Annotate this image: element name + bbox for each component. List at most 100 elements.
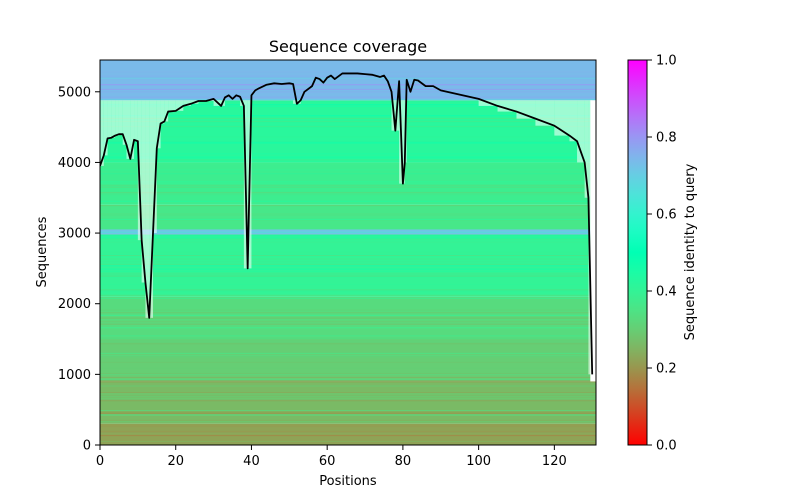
identity-stripe [100,361,596,363]
identity-stripe [100,190,596,192]
identity-stripe [100,338,596,340]
coverage-gap [554,100,570,136]
identity-stripe [100,289,596,291]
identity-stripe [100,441,596,443]
coverage-gap [153,100,157,234]
coverage-gap [107,100,112,139]
identity-stripe [100,186,596,188]
colorbar-tick-label: 0.2 [656,362,677,377]
identity-stripe [100,294,596,296]
identity-stripe [100,426,596,428]
identity-stripe [100,379,596,381]
y-tick-label: 5000 [58,85,91,100]
identity-stripe [100,258,596,260]
x-tick-label: 80 [395,454,412,469]
identity-stripe [100,254,596,257]
identity-stripe [100,142,596,144]
identity-stripe [100,78,596,80]
identity-stripe [100,435,596,437]
x-tick-label: 100 [466,454,491,469]
identity-stripe [100,181,596,183]
plot-area [100,60,596,445]
identity-band [100,60,596,101]
coverage-gap [569,100,578,142]
y-tick-label: 2000 [58,297,91,312]
identity-stripe [100,218,596,220]
identity-stripe [100,157,596,159]
identity-stripe [100,414,596,416]
coverage-gap [118,100,123,135]
identity-stripe [100,205,596,207]
identity-stripe [100,84,596,86]
identity-stripe [100,275,596,277]
identity-stripe [100,125,596,128]
identity-stripe [100,191,596,193]
identity-stripe [100,367,596,369]
x-axis: 0 20 40 60 80 100 120 [96,445,567,469]
identity-stripe [100,433,596,435]
identity-stripe [100,213,596,215]
identity-stripe [100,441,596,443]
identity-stripe [100,392,596,394]
identity-band [100,339,596,382]
identity-stripe [100,343,596,345]
colorbar-tick-label: 0.0 [656,439,677,454]
coverage-gap [103,100,108,156]
identity-stripe [100,263,596,265]
identity-stripe [100,229,596,231]
y-tick-label: 0 [83,439,91,454]
identity-band [100,381,596,424]
colorbar-tick-label: 0.6 [656,208,677,223]
identity-stripe [100,238,596,240]
identity-stripe [100,376,596,378]
identity-stripe [100,99,596,101]
coverage-gap [126,100,131,159]
identity-stripe [100,156,596,158]
identity-stripe [100,76,596,78]
colorbar-tick-label: 0.4 [656,285,677,300]
coverage-gap [175,100,184,111]
identity-stripe [100,251,596,253]
identity-stripe [100,316,596,318]
chart-title: Sequence coverage [269,37,427,56]
coverage-gap [115,100,119,136]
coverage-gap [577,100,585,163]
identity-stripe [100,419,596,421]
colorbar-tick-label: 0.8 [656,131,677,146]
x-tick-label: 120 [542,454,567,469]
identity-band [100,204,596,230]
identity-stripe [100,424,596,426]
identity-stripe [100,268,596,270]
coverage-gap [584,100,589,198]
coverage-gap [497,100,517,112]
coverage-gap [164,100,169,122]
colorbar-tick-label: 1.0 [656,54,677,69]
identity-stripe [100,269,596,271]
identity-stripe [100,115,596,117]
coverage-gap [141,100,146,283]
identity-stripe [100,412,596,414]
identity-stripe [100,163,596,165]
coverage-gap [100,100,104,166]
identity-stripe [100,265,596,267]
coverage-gap [145,100,150,318]
identity-stripe [100,352,596,354]
identity-stripe [100,385,596,387]
identity-stripe [100,337,596,339]
identity-stripe [100,219,596,221]
coverage-gap [156,100,161,149]
identity-stripe [100,237,596,239]
identity-stripe [100,411,596,413]
identity-stripe [100,413,596,415]
identity-stripe [100,421,596,423]
identity-stripe [100,241,596,243]
identity-stripe [100,297,596,299]
y-axis-label: Sequences [35,216,50,287]
identity-stripe [100,355,596,357]
identity-stripe [100,340,596,342]
identity-stripe [100,341,596,343]
coverage-gap [134,100,138,142]
identity-stripe [100,323,596,325]
identity-stripe [100,235,596,237]
